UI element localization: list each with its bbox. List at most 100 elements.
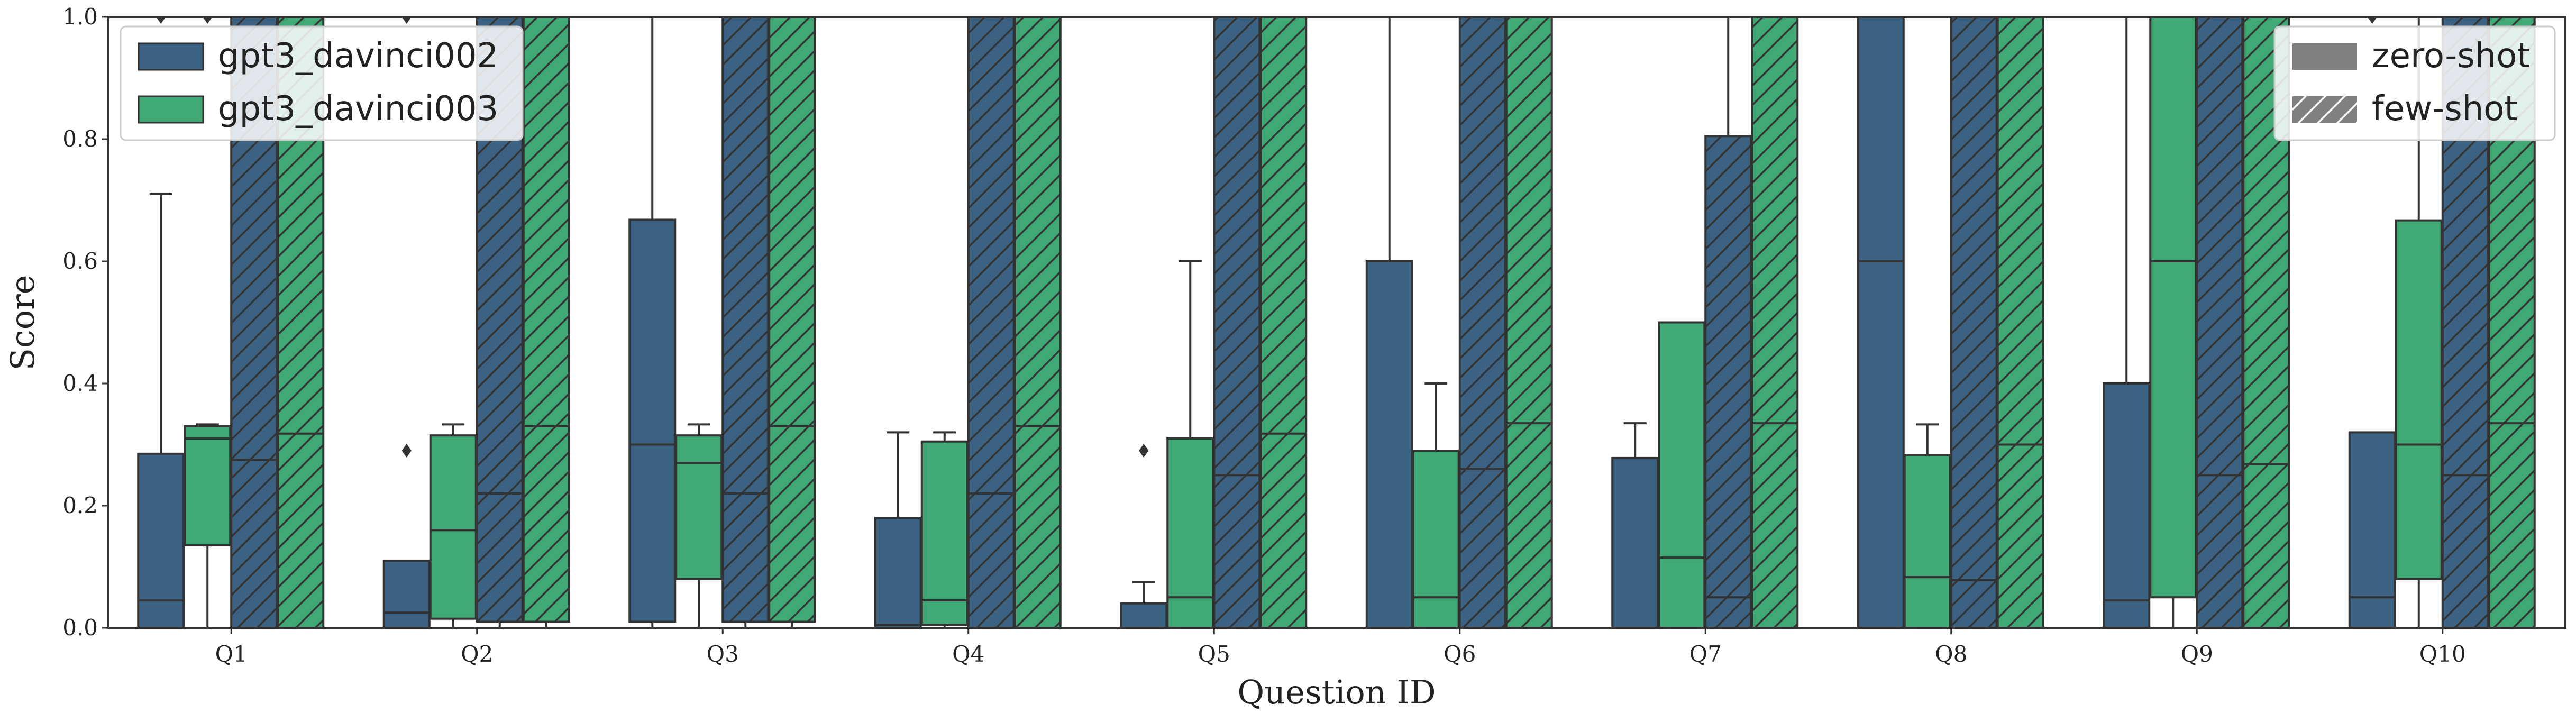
box-gpt3_davinci003-zero-shot-Q2 — [429, 423, 477, 628]
box-body — [1166, 437, 1214, 628]
box-body — [2196, 17, 2244, 628]
x-tick-label: Q9 — [2181, 641, 2213, 667]
box-body — [382, 559, 431, 628]
box-gpt3_davinci003-zero-shot-Q9 — [2149, 17, 2197, 628]
legend-swatch-zero-shot — [2292, 43, 2357, 70]
box-body — [1120, 602, 1168, 628]
box-gpt3_davinci002-few-shot-Q5 — [1213, 17, 1261, 628]
box-body — [1505, 17, 1553, 628]
box-gpt3_davinci002-zero-shot-Q9 — [2103, 17, 2151, 628]
box-gpt3_davinci003-few-shot-Q3 — [768, 17, 816, 628]
box-gpt3_davinci002-zero-shot-Q6 — [1365, 17, 1413, 628]
box-gpt3_davinci003-few-shot-Q4 — [1013, 17, 1062, 628]
box-gpt3_davinci003-zero-shot-Q8 — [1903, 423, 1951, 628]
box-body — [1903, 454, 1951, 628]
legend-swatch-few-shot — [2292, 96, 2357, 123]
box-body — [184, 425, 232, 547]
outlier-marker — [156, 17, 166, 24]
x-tick-label: Q7 — [1689, 641, 1722, 667]
x-tick-label: Q6 — [1444, 641, 1476, 667]
y-axis-title: Score — [3, 275, 42, 371]
box-body — [522, 17, 570, 623]
x-tick-label: Q4 — [952, 641, 984, 667]
box-gpt3_davinci002-zero-shot-Q4 — [874, 431, 922, 628]
legend-swatch-gpt3_davinci002 — [138, 42, 204, 71]
box-body — [920, 440, 969, 626]
legend-swatch-gpt3_davinci003 — [138, 95, 204, 124]
box-gpt3_davinci002-zero-shot-Q3 — [628, 17, 677, 628]
box-gpt3_davinci002-zero-shot-Q5 — [1120, 444, 1168, 628]
box-body — [1751, 17, 1799, 628]
box-gpt3_davinci002-few-shot-Q9 — [2196, 17, 2244, 628]
y-tick-label: 1.0 — [62, 4, 98, 30]
box-body — [967, 17, 1015, 628]
box-gpt3_davinci003-few-shot-Q7 — [1751, 17, 1799, 628]
box-gpt3_davinci002-few-shot-Q8 — [1950, 17, 1998, 628]
box-body — [1259, 17, 1308, 628]
box-body — [1013, 17, 1062, 628]
box-body — [2103, 382, 2151, 628]
box-body — [628, 218, 677, 623]
box-body — [874, 517, 922, 628]
outlier-marker — [2367, 17, 2377, 24]
box-body — [137, 452, 185, 628]
box-body — [768, 17, 816, 623]
legend-models-frame — [120, 25, 524, 141]
y-tick-label: 0.0 — [62, 615, 98, 641]
box-body — [721, 17, 770, 623]
box-gpt3_davinci003-few-shot-Q5 — [1259, 17, 1308, 628]
plot-frame — [107, 16, 2566, 629]
x-axis: Q1 Q2 Q3 Q4 Q5 Q6 Q7 Q8 Q9 Q10 — [215, 628, 2466, 667]
legend-settings: zero-shot few-shot — [2273, 25, 2556, 141]
outlier-marker — [1139, 444, 1149, 458]
box-gpt3_davinci003-few-shot-Q2 — [522, 17, 570, 628]
box-gpt3_davinci002-zero-shot-Q8 — [1857, 17, 1905, 628]
box-gpt3_davinci003-zero-shot-Q6 — [1412, 382, 1460, 628]
box-gpt3_davinci002-zero-shot-Q2 — [382, 17, 431, 628]
box-body — [1950, 17, 1998, 628]
box-gpt3_davinci002-few-shot-Q3 — [721, 17, 770, 628]
box-body — [2348, 431, 2396, 628]
x-tick-label: Q1 — [215, 641, 248, 667]
box-body — [1996, 17, 2044, 628]
y-tick-label: 0.6 — [62, 248, 98, 274]
box-gpt3_davinci003-zero-shot-Q10 — [2395, 17, 2443, 628]
box-body — [675, 434, 723, 580]
box-gpt3_davinci003-zero-shot-Q3 — [675, 423, 723, 628]
y-tick-label: 0.8 — [62, 126, 98, 152]
box-body — [1611, 456, 1659, 628]
legend-label-zero-shot: zero-shot — [2372, 36, 2530, 76]
box-gpt3_davinci003-zero-shot-Q7 — [1658, 321, 1706, 628]
legend-label-few-shot: few-shot — [2372, 89, 2518, 129]
y-tick-label: 0.4 — [62, 370, 98, 396]
box-gpt3_davinci002-few-shot-Q6 — [1458, 17, 1506, 628]
x-axis-title: Question ID — [1237, 673, 1436, 711]
box-gpt3_davinci003-few-shot-Q8 — [1996, 17, 2044, 628]
outlier-marker — [203, 17, 213, 24]
box-gpt3_davinci002-zero-shot-Q7 — [1611, 422, 1659, 628]
box-gpt3_davinci002-few-shot-Q7 — [1704, 17, 1752, 628]
box-gpt3_davinci003-few-shot-Q6 — [1505, 17, 1553, 628]
box-body — [1365, 260, 1413, 628]
x-tick-label: Q8 — [1935, 641, 1967, 667]
box-gpt3_davinci002-few-shot-Q4 — [967, 17, 1015, 628]
box-body — [1658, 321, 1706, 628]
outlier-marker — [401, 444, 412, 458]
box-body — [1412, 450, 1460, 628]
legend-label-gpt3_davinci002: gpt3_davinci002 — [218, 36, 498, 76]
x-tick-label: Q2 — [461, 641, 493, 667]
outlier-marker — [401, 17, 412, 24]
box-body — [1857, 17, 1905, 628]
box-body — [1213, 17, 1261, 628]
legend-models: gpt3_davinci002 gpt3_davinci003 — [120, 25, 524, 141]
y-tick-label: 0.2 — [62, 492, 98, 518]
box-body — [2149, 17, 2197, 599]
box-body — [429, 434, 477, 620]
box-gpt3_davinci003-zero-shot-Q5 — [1166, 260, 1214, 628]
x-tick-label: Q5 — [1198, 641, 1230, 667]
x-tick-label: Q10 — [2419, 641, 2466, 667]
box-body — [1458, 17, 1506, 628]
legend-label-gpt3_davinci003: gpt3_davinci003 — [218, 89, 498, 129]
box-body — [2395, 219, 2443, 580]
